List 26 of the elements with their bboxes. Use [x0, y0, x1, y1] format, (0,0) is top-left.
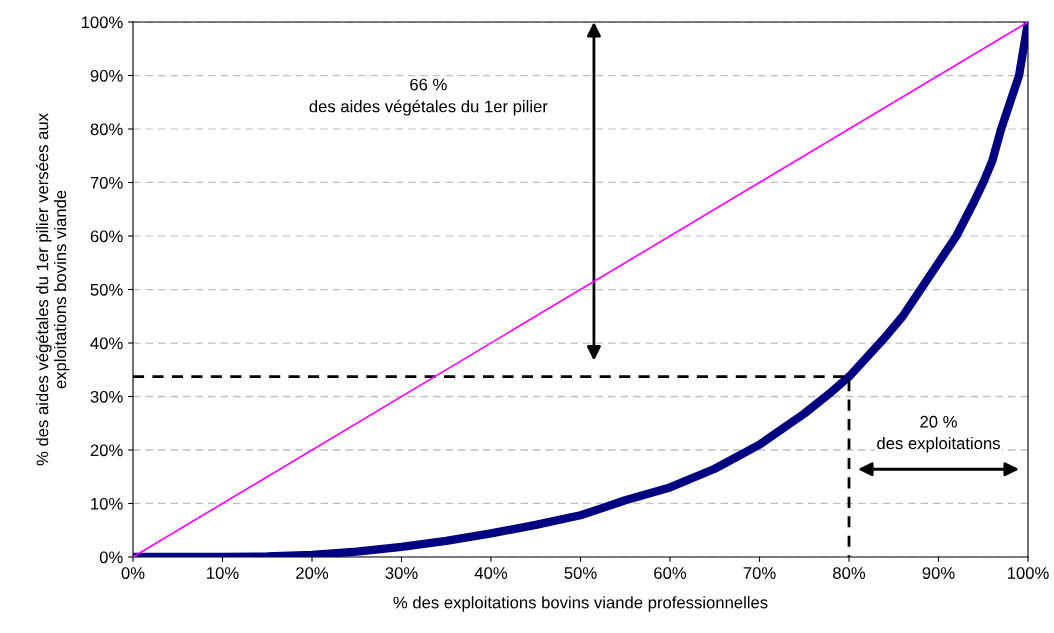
- annotation: 20 % des exploitations: [877, 415, 1000, 453]
- y-tick-label: 70%: [90, 176, 123, 189]
- x-tick-label: 30%: [385, 567, 418, 579]
- x-tick-label: 20%: [296, 567, 329, 579]
- y-tick-label: 60%: [90, 230, 123, 243]
- x-tick-label: 60%: [654, 567, 687, 579]
- x-axis-title: % des exploitations bovins viande professionnelles: [393, 596, 768, 612]
- x-tick-label: 100%: [1007, 567, 1049, 579]
- x-tick-label: 0%: [121, 567, 145, 579]
- y-tick-label: 30%: [90, 390, 123, 403]
- x-tick-label: 10%: [207, 567, 239, 579]
- x-tick-label: 50%: [564, 567, 597, 579]
- y-tick-label: 90%: [90, 69, 123, 82]
- y-tick-label: 80%: [90, 123, 123, 136]
- y-tick-label: 50%: [90, 283, 123, 296]
- x-tick-label: 90%: [922, 567, 955, 579]
- annotation: 66 % des aides végétales du 1er pilier: [309, 78, 548, 116]
- x-tick-label: 80%: [833, 567, 866, 579]
- x-tick-label: 70%: [743, 567, 776, 579]
- y-tick-label: 0%: [99, 551, 123, 564]
- y-tick-label: 20%: [90, 444, 123, 457]
- y-tick-label: 100%: [81, 16, 123, 29]
- x-tick-label: 40%: [474, 567, 508, 579]
- y-tick-label: 40%: [90, 337, 123, 350]
- y-axis-title: % des aides végétales du 1er pilier versées aux exploitations bovins viande: [35, 113, 70, 466]
- y-tick-label: 10%: [91, 497, 123, 510]
